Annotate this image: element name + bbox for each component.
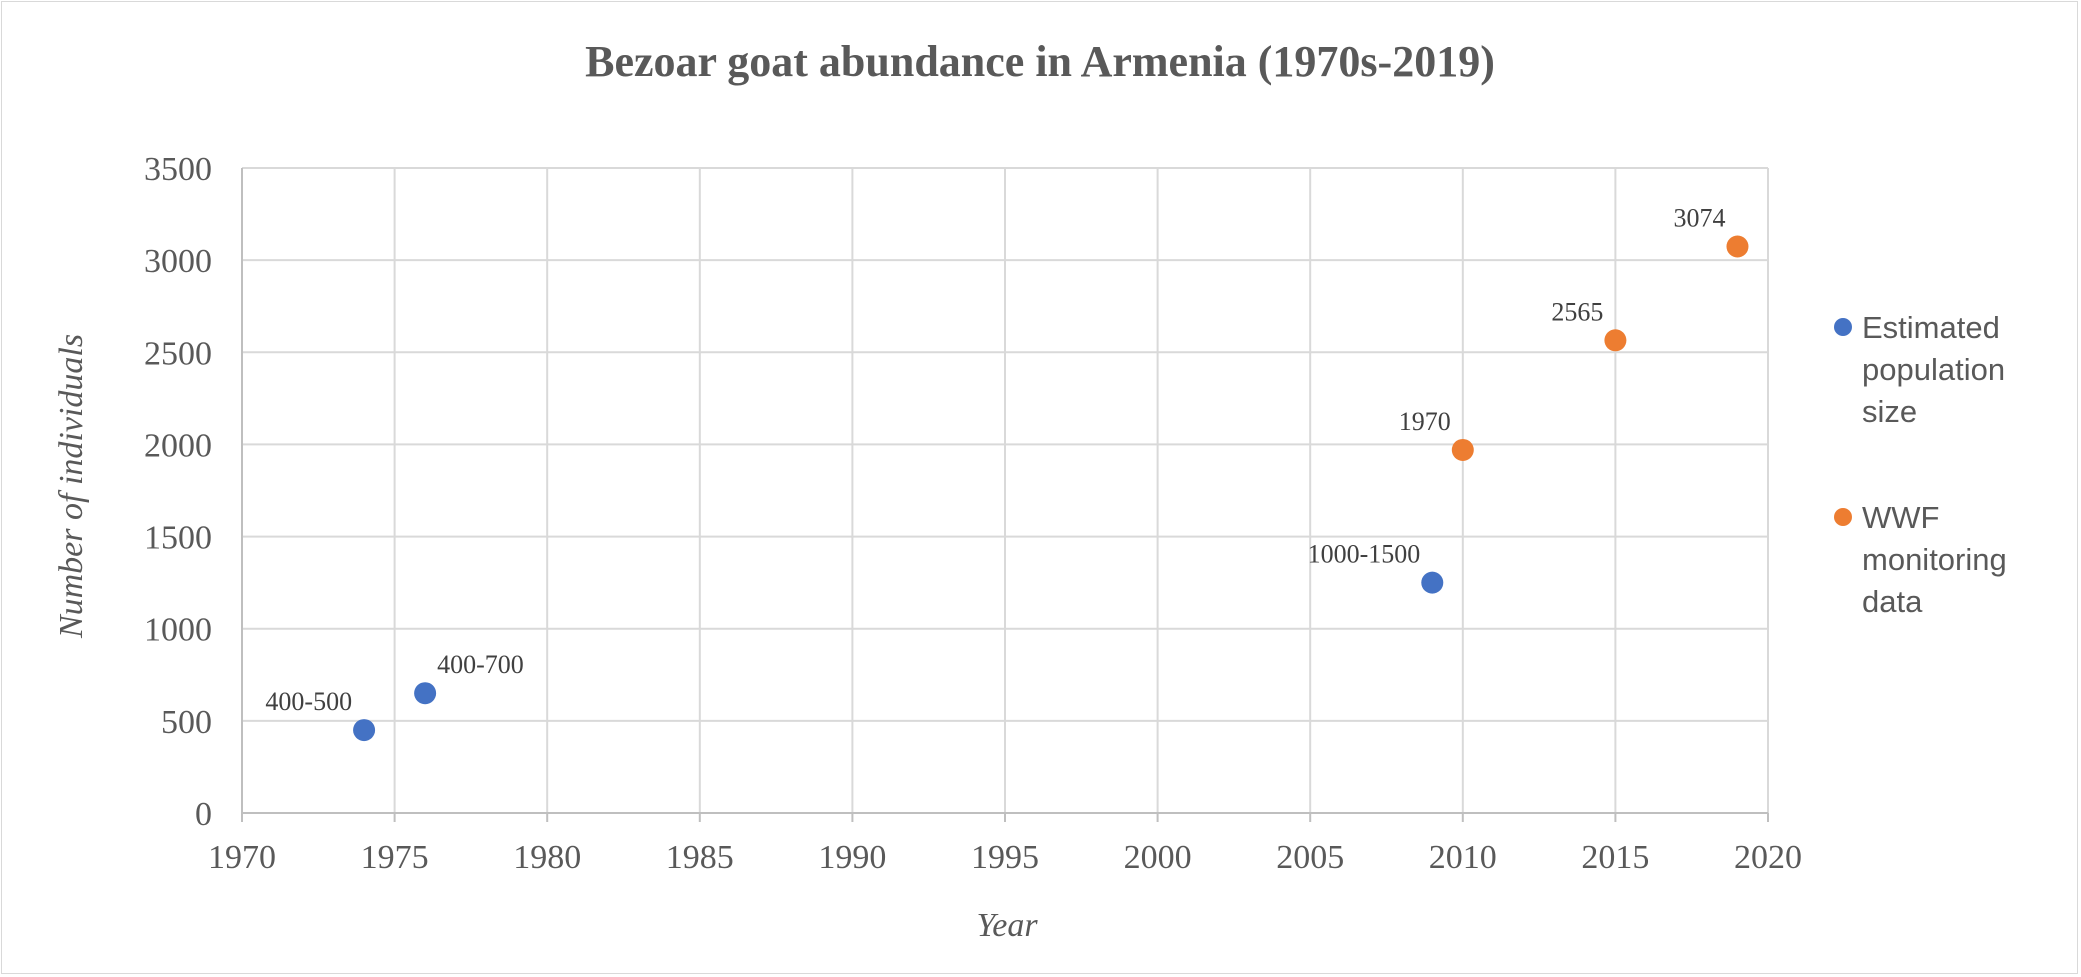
x-tick-1995: 1995 xyxy=(971,839,1039,876)
data-label-s0-0: 400-500 xyxy=(265,687,352,716)
legend-marker-s1 xyxy=(1834,508,1852,526)
y-tick-2000: 2000 xyxy=(144,427,212,464)
data-label-s1-2: 3074 xyxy=(1673,204,1725,233)
tick-labels: 0 500 1000 1500 2000 2500 3000 3500 1970 1975 1980… xyxy=(144,151,1802,876)
x-tick-1980: 1980 xyxy=(513,839,581,876)
legend-line-s0-2: size xyxy=(1862,394,1917,429)
x-axis-title: Year xyxy=(976,907,1038,944)
x-tick-1975: 1975 xyxy=(361,839,429,876)
data-labels: 400-500 400-700 1000-1500 1970 2565 3074 xyxy=(265,204,1725,717)
data-label-s1-1: 2565 xyxy=(1551,297,1603,326)
legend-line-s1-1: monitoring xyxy=(1862,542,2007,577)
legend-line-s0-1: population xyxy=(1862,352,2005,387)
data-points xyxy=(353,235,1749,742)
y-tick-0: 0 xyxy=(195,796,212,833)
x-tick-1970: 1970 xyxy=(208,839,276,876)
legend-line-s0-0: Estimated xyxy=(1862,310,2000,345)
y-tick-1500: 1500 xyxy=(144,520,212,557)
data-label-s0-2: 1000-1500 xyxy=(1308,540,1421,569)
x-tick-1985: 1985 xyxy=(666,839,734,876)
point-s0-1 xyxy=(414,682,437,705)
y-tick-500: 500 xyxy=(161,704,212,741)
legend-marker-s0 xyxy=(1834,318,1852,336)
data-label-s0-1: 400-700 xyxy=(437,650,524,679)
y-axis-title: Number of individuals xyxy=(53,334,90,639)
x-tick-2005: 2005 xyxy=(1276,839,1344,876)
legend: Estimated population size WWF monitoring data xyxy=(1834,310,2007,619)
y-tick-3000: 3000 xyxy=(144,243,212,280)
legend-line-s1-0: WWF xyxy=(1862,500,1939,535)
point-s0-2 xyxy=(1421,571,1444,594)
point-s0-0 xyxy=(353,719,376,742)
x-tick-2020: 2020 xyxy=(1734,839,1802,876)
point-s1-1 xyxy=(1604,329,1627,352)
legend-label-s1: WWF monitoring data xyxy=(1862,500,2007,619)
y-tick-2500: 2500 xyxy=(144,335,212,372)
y-tick-3500: 3500 xyxy=(144,151,212,188)
x-tick-2010: 2010 xyxy=(1429,839,1497,876)
legend-line-s1-2: data xyxy=(1862,584,1923,619)
data-label-s1-0: 1970 xyxy=(1399,407,1451,436)
legend-label-s0: Estimated population size xyxy=(1862,310,2005,429)
axes xyxy=(241,168,1769,822)
x-tick-2015: 2015 xyxy=(1581,839,1649,876)
point-s1-0 xyxy=(1451,438,1474,461)
chart-title: Bezoar goat abundance in Armenia (1970s-… xyxy=(585,37,1495,86)
x-tick-2000: 2000 xyxy=(1124,839,1192,876)
y-tick-1000: 1000 xyxy=(144,612,212,649)
point-s1-2 xyxy=(1726,235,1749,258)
x-tick-1990: 1990 xyxy=(818,839,886,876)
gridlines xyxy=(242,167,1769,813)
